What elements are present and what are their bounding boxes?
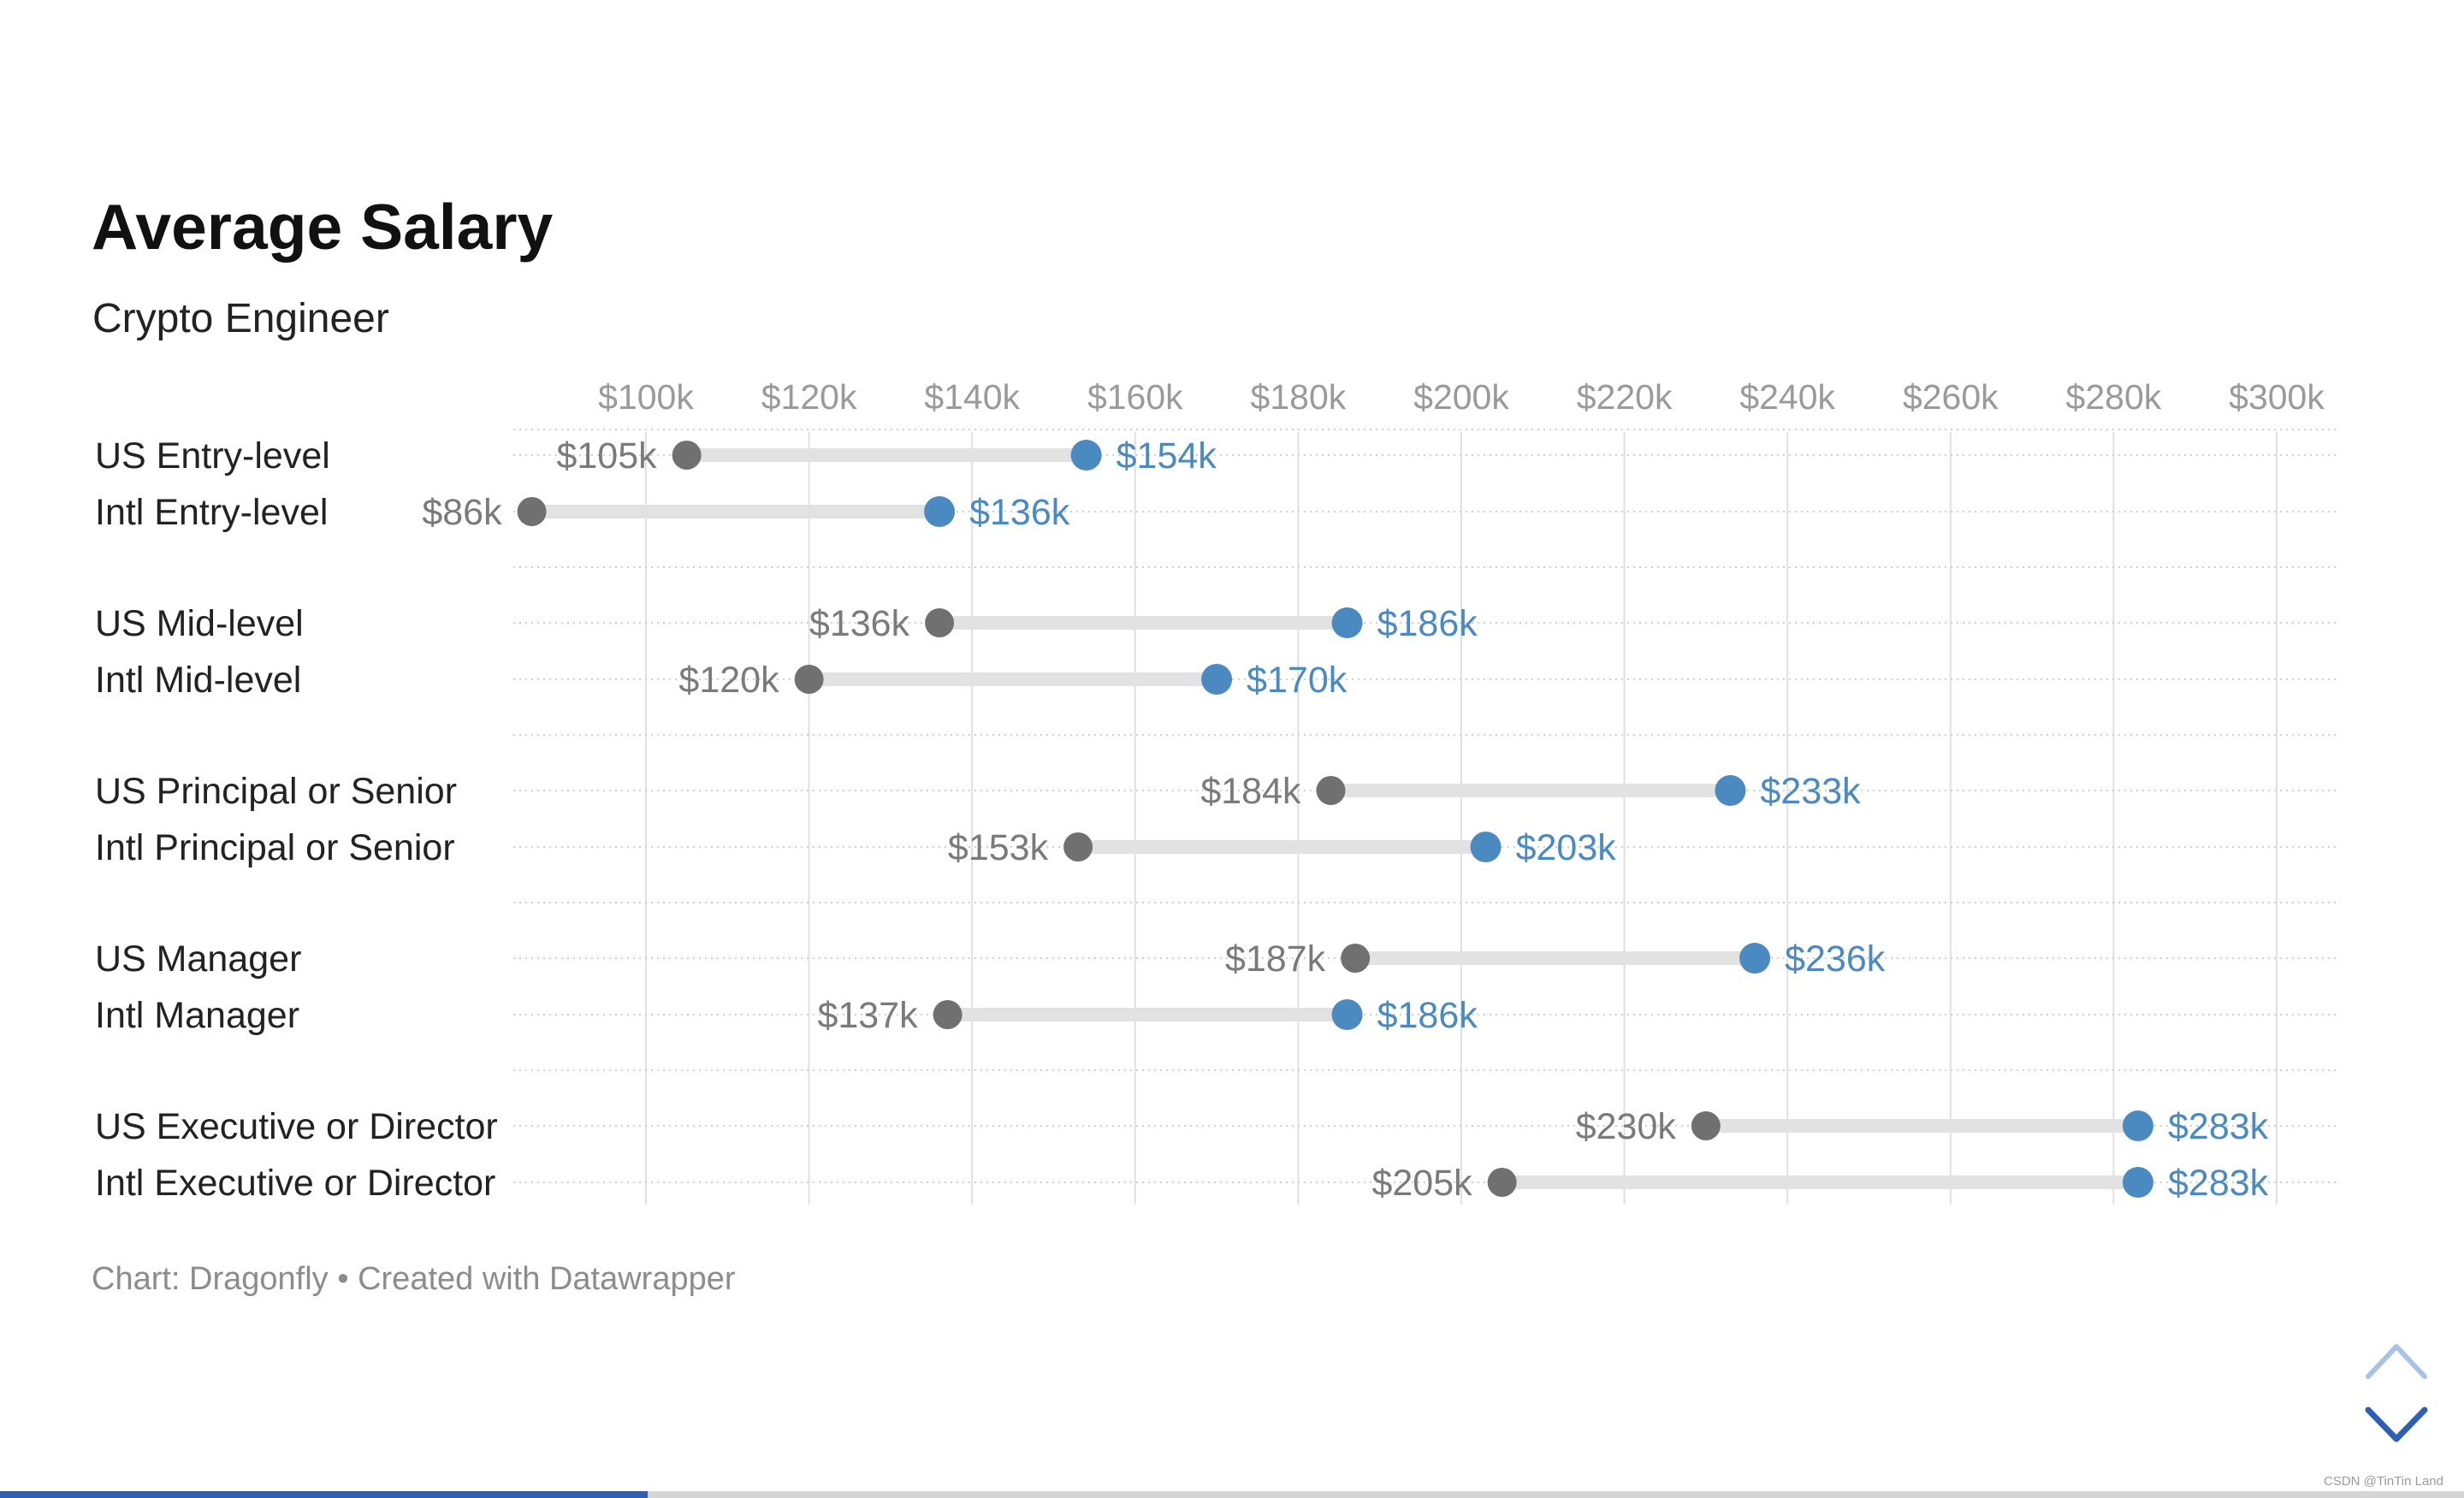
row-label: US Manager [95,938,301,980]
low-value-label: $184k [1200,771,1301,812]
low-value-label: $86k [422,492,502,533]
high-value-label: $186k [1377,995,1478,1036]
high-value-dot [1070,440,1102,471]
low-value-label: $105k [556,435,657,477]
low-value-dot [1063,832,1093,861]
presentation-progress-bar [0,1491,2464,1498]
row-label: Intl Mid-level [95,660,301,701]
low-value-label: $120k [678,660,779,701]
high-value-dot [1715,775,1746,806]
x-tick-label: $280k [2066,377,2162,417]
row-label: Intl Manager [95,995,299,1036]
high-value-label: $233k [1760,771,1861,812]
high-value-label: $170k [1247,660,1348,701]
x-tick-label: $200k [1413,377,1509,417]
chart-title: Average Salary [92,191,554,263]
x-tick-label: $140k [924,377,1020,417]
high-value-label: $283k [2168,1106,2269,1147]
progress-fill [0,1491,649,1498]
x-tick-label: $260k [1903,377,1999,417]
low-value-label: $137k [817,995,918,1036]
low-value-dot [933,1000,962,1029]
low-value-dot [672,441,702,470]
chart-footer: Chart: Dragonfly • Created with Datawrap… [92,1261,736,1297]
low-value-dot [1691,1111,1721,1140]
high-value-dot [1739,943,1771,974]
low-value-dot [925,608,955,637]
high-value-dot [2122,1110,2153,1141]
row-label: US Entry-level [95,435,330,477]
chart-subtitle: Crypto Engineer [92,296,389,341]
watermark: CSDN @TinTin Land [2324,1474,2443,1489]
low-value-label: $205k [1371,1163,1472,1204]
high-value-label: $283k [2168,1163,2269,1204]
x-tick-label: $160k [1087,377,1183,417]
high-value-dot [1470,832,1502,862]
x-tick-label: $300k [2229,377,2325,417]
low-value-dot [794,665,824,694]
high-value-dot [924,496,956,527]
high-value-dot [1331,607,1363,638]
low-value-dot [517,497,547,526]
chevron-down-icon [2365,1406,2428,1442]
chevron-up-icon [2366,1344,2427,1379]
high-value-label: $136k [969,492,1070,533]
low-value-label: $230k [1576,1106,1677,1147]
high-value-dot [1201,664,1233,695]
x-tick-label: $180k [1251,377,1347,417]
x-tick-label: $100k [598,377,694,417]
row-label: Intl Principal or Senior [95,827,455,868]
low-value-dot [1316,776,1346,805]
high-value-dot [2122,1167,2153,1198]
previous-slide-button[interactable] [2363,1339,2430,1382]
x-tick-label: $220k [1577,377,1673,417]
low-value-dot [1487,1168,1517,1197]
x-tick-label: $120k [761,377,857,417]
high-value-label: $236k [1785,938,1886,980]
high-value-label: $186k [1377,603,1478,644]
high-value-label: $203k [1516,827,1617,868]
high-value-dot [1331,999,1363,1030]
x-tick-label: $240k [1739,377,1835,417]
next-slide-button[interactable] [2363,1403,2430,1446]
high-value-label: $154k [1116,435,1217,477]
low-value-label: $187k [1225,938,1326,980]
low-value-dot [1341,944,1371,973]
row-label: US Mid-level [95,603,304,644]
row-label: Intl Entry-level [95,492,328,533]
row-label: US Principal or Senior [95,771,457,812]
low-value-label: $136k [809,603,910,644]
row-label: Intl Executive or Director [95,1163,495,1204]
low-value-label: $153k [948,827,1049,868]
row-label: US Executive or Director [95,1106,498,1147]
